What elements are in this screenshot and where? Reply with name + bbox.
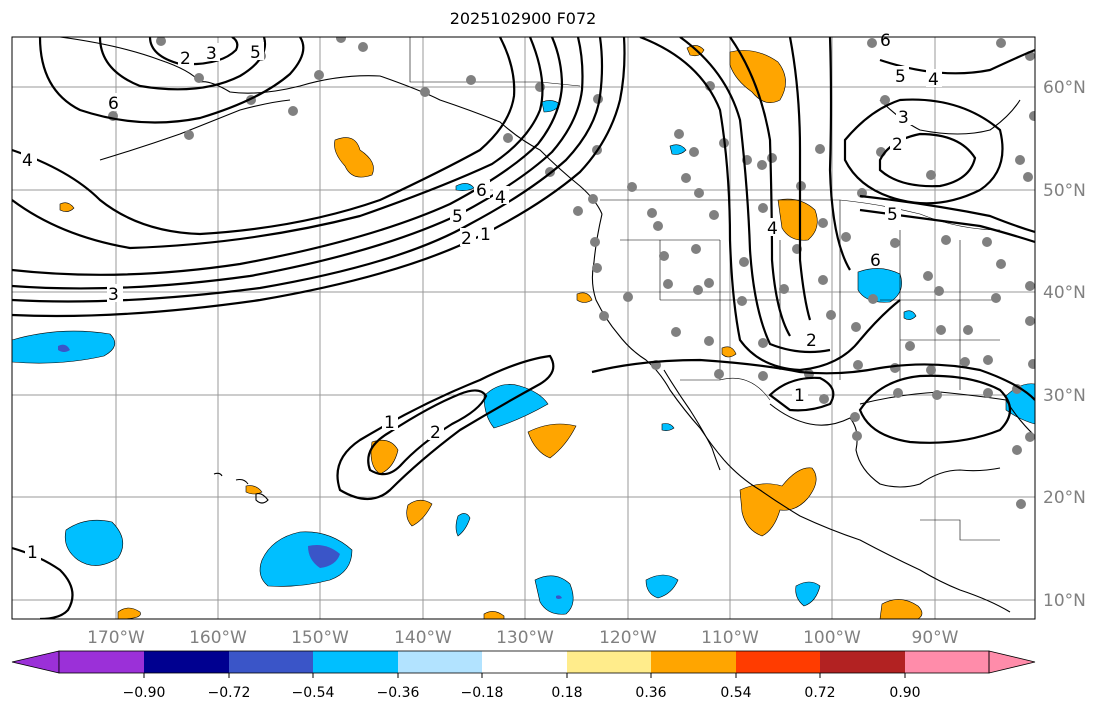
contour-label: 3 (898, 108, 909, 128)
contour-label: 1 (794, 386, 805, 406)
contour-label: 4 (928, 70, 939, 90)
lat-label: 60°N (1043, 78, 1086, 98)
contour-label: 6 (108, 94, 119, 114)
colorbar-ticks (143, 673, 906, 678)
lat-label: 30°N (1043, 386, 1086, 406)
contour-labels: 3 2 1 5 6 4 4 6 2 3 5 6 5 4 3 2 5 4 6 2 … (22, 31, 939, 563)
lon-label: 170°W (87, 628, 145, 648)
contour-label: 6 (476, 181, 487, 201)
strong-negative-shading (58, 344, 562, 599)
lat-label: 20°N (1043, 488, 1086, 508)
colorbar-segment (144, 651, 229, 673)
latitude-labels: 60°N 50°N 40°N 30°N 20°N 10°N (1043, 78, 1086, 611)
contour-label: 3 (206, 44, 217, 64)
contour-label-gaps (21, 37, 942, 560)
colorbar-frame (58, 650, 990, 674)
lon-label: 100°W (803, 628, 861, 648)
lat-label: 40°N (1043, 283, 1086, 303)
colorbar-segment (905, 651, 989, 673)
lon-label: 130°W (496, 628, 554, 648)
contour-label: 5 (452, 207, 463, 227)
colorbar-segment (567, 651, 651, 673)
negative-anomaly-shading (12, 100, 1035, 615)
contour-label: 4 (22, 151, 33, 171)
colorbar-labels: −0.90 −0.72 −0.54 −0.36 −0.18 0.18 0.36 … (123, 685, 921, 701)
lon-label: 120°W (599, 628, 657, 648)
contour-label: 2 (180, 49, 191, 69)
colorbar-segment (313, 651, 398, 673)
contour-label: 5 (887, 205, 898, 225)
map-frame-bg (12, 37, 1035, 619)
contour-label: 1 (480, 225, 491, 245)
contour-label: 5 (250, 43, 261, 63)
lon-label: 150°W (291, 628, 349, 648)
colorbar-segment (398, 651, 482, 673)
map-frame (11, 36, 1036, 620)
colorbar-label: −0.90 (123, 685, 166, 701)
contour-label: 1 (384, 413, 395, 433)
colorbar-segment (59, 651, 144, 673)
colorbar-segment (651, 651, 736, 673)
colorbar-label: −0.54 (292, 685, 335, 701)
contour-label: 3 (108, 285, 119, 305)
contour-label: 4 (767, 219, 778, 239)
lon-label: 160°W (189, 628, 247, 648)
colorbar-label: −0.72 (208, 685, 251, 701)
chart-title: 2025102900 F072 (449, 9, 597, 28)
lat-label: 50°N (1043, 181, 1086, 201)
colorbar-label: 0.90 (889, 685, 920, 701)
colorbar-label: −0.18 (461, 685, 504, 701)
longitude-labels: 170°W 160°W 150°W 140°W 130°W 120°W 110°… (87, 628, 959, 648)
colorbar (11, 650, 1036, 678)
colorbar-segment (482, 651, 567, 673)
contour-label: 2 (430, 423, 441, 443)
contour-label: 4 (495, 188, 506, 208)
colorbar-label: 0.36 (635, 685, 666, 701)
contour-label: 2 (892, 135, 903, 155)
colorbar-segment (229, 651, 313, 673)
contour-label: 6 (880, 31, 891, 51)
colorbar-segment (820, 651, 905, 673)
contour-label: 5 (895, 67, 906, 87)
colorbar-label: −0.36 (377, 685, 420, 701)
lon-label: 110°W (701, 628, 759, 648)
contour-label: 2 (806, 331, 817, 351)
colorbar-label: 0.54 (720, 685, 751, 701)
contour-label: 6 (870, 251, 881, 271)
lat-label: 10°N (1043, 591, 1086, 611)
colorbar-segment (736, 651, 820, 673)
lon-label: 90°W (912, 628, 959, 648)
contour-label: 2 (461, 229, 472, 249)
contour-label: 1 (27, 543, 38, 563)
colorbar-label: 0.72 (804, 685, 835, 701)
lon-label: 140°W (394, 628, 452, 648)
colorbar-extend-right (988, 650, 1036, 674)
colorbar-extend-left (11, 650, 60, 674)
colorbar-label: 0.18 (551, 685, 582, 701)
